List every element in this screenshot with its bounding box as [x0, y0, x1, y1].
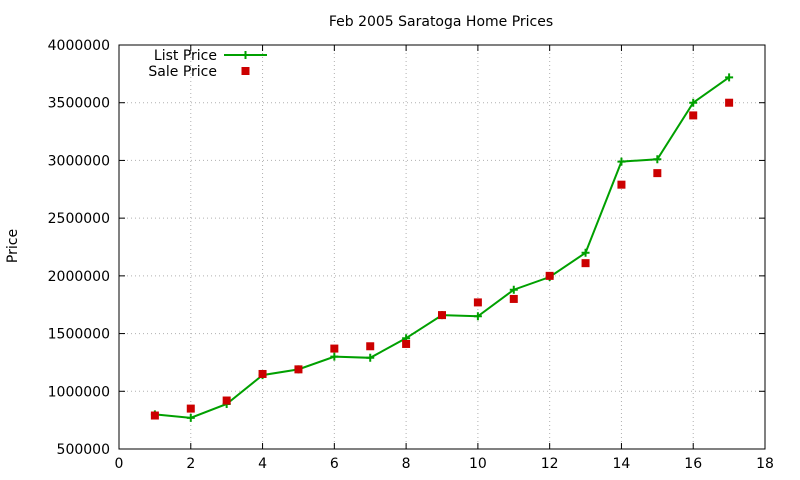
axes: 0 2 4 6 8 10 12 14 16 18 500000 1000000 1500000 20000… [48, 38, 774, 472]
data-point [617, 157, 626, 166]
series-sale-price [150, 98, 734, 420]
plot-border [118, 44, 766, 450]
legend-label: List Price [154, 48, 217, 64]
x-tick-label: 0 [115, 456, 124, 472]
data-point [150, 411, 159, 420]
data-point [545, 271, 554, 280]
data-point [689, 98, 698, 107]
data-point [366, 353, 375, 362]
data-point [366, 342, 375, 351]
legend-marker [241, 51, 250, 59]
data-point [581, 248, 590, 257]
data-point [222, 396, 231, 405]
x-tick-label: 8 [402, 456, 411, 472]
x-tick-label: 4 [258, 456, 267, 472]
data-point [473, 298, 482, 307]
x-tick-label: 10 [469, 456, 487, 472]
data-point [186, 413, 195, 422]
data-point [617, 180, 626, 189]
x-tick-label: 16 [684, 456, 702, 472]
data-point [509, 285, 518, 294]
legend-marker [241, 67, 250, 75]
data-point [725, 98, 734, 107]
y-tick-label: 4000000 [48, 38, 110, 54]
data-point [186, 404, 195, 413]
data-point [581, 259, 590, 268]
y-tick-label: 2500000 [48, 211, 110, 227]
y-tick-label: 3500000 [48, 96, 110, 112]
y-tick-label: 1000000 [48, 384, 110, 400]
data-point [725, 73, 734, 82]
data-point [402, 339, 411, 348]
data-point [438, 311, 446, 320]
data-point [509, 294, 518, 303]
data-point [473, 312, 482, 321]
data-point [653, 169, 662, 178]
x-tick-label: 14 [613, 456, 631, 472]
chart-title: Feb 2005 Saratoga Home Prices [329, 14, 553, 30]
data-point [294, 365, 303, 374]
y-tick-label: 2000000 [48, 269, 110, 285]
gridlines [119, 45, 765, 449]
y-axis-label: Price [5, 229, 21, 263]
y-tick-label: 1500000 [48, 327, 110, 343]
x-tick-label: 18 [756, 456, 774, 472]
x-tick-label: 2 [186, 456, 195, 472]
x-tick-label: 6 [330, 456, 339, 472]
y-tick-label: 500000 [57, 442, 110, 458]
legend-label: Sale Price [148, 64, 217, 80]
series-layer [150, 73, 734, 422]
series-list-price [150, 73, 734, 422]
data-point [689, 111, 698, 120]
data-point [653, 155, 662, 164]
data-point [330, 352, 339, 361]
data-point [330, 344, 339, 353]
x-tick-label: 12 [541, 456, 559, 472]
y-tick-label: 3000000 [48, 153, 110, 169]
series-line [154, 76, 730, 419]
data-point [258, 369, 267, 378]
